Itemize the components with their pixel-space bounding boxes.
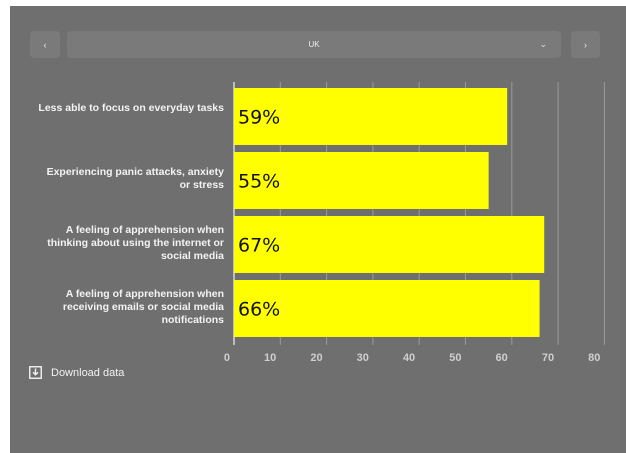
country-select[interactable]: UK ⌄ bbox=[67, 31, 561, 58]
bar bbox=[234, 216, 545, 273]
x-tick-label: 40 bbox=[403, 352, 415, 364]
x-tick-label: 70 bbox=[542, 352, 554, 364]
x-tick-label: 60 bbox=[496, 352, 508, 364]
download-label: Download data bbox=[51, 366, 125, 379]
chevron-down-icon: ⌄ bbox=[539, 39, 547, 49]
category-label: Less able to focus on everyday tasks bbox=[38, 102, 224, 114]
bar-value-label: 67% bbox=[238, 235, 280, 257]
bar-value-label: 66% bbox=[238, 299, 280, 321]
bar bbox=[234, 152, 489, 209]
x-tick-label: 50 bbox=[449, 352, 461, 364]
bar-value-label: 59% bbox=[238, 107, 280, 129]
next-button[interactable]: › bbox=[571, 31, 600, 58]
x-tick-label: 10 bbox=[264, 352, 276, 364]
download-icon bbox=[29, 366, 42, 379]
category-label: A feeling of apprehension when thinking … bbox=[47, 224, 224, 262]
category-label: Experiencing panic attacks, anxiety or s… bbox=[46, 166, 224, 191]
x-tick-label: 80 bbox=[588, 352, 600, 364]
bar bbox=[234, 88, 508, 145]
x-tick-label: 0 bbox=[224, 352, 230, 364]
category-label: A feeling of apprehension when receiving… bbox=[62, 288, 224, 326]
bar-value-label: 55% bbox=[238, 171, 280, 193]
chevron-right-icon: › bbox=[584, 39, 587, 50]
x-tick-label: 30 bbox=[357, 352, 369, 364]
download-data-button[interactable]: Download data bbox=[29, 366, 124, 379]
prev-button[interactable]: ‹ bbox=[30, 31, 60, 58]
selected-country: UK bbox=[308, 40, 320, 49]
chevron-left-icon: ‹ bbox=[43, 39, 47, 50]
x-tick-label: 20 bbox=[310, 352, 322, 364]
bar bbox=[234, 280, 540, 337]
